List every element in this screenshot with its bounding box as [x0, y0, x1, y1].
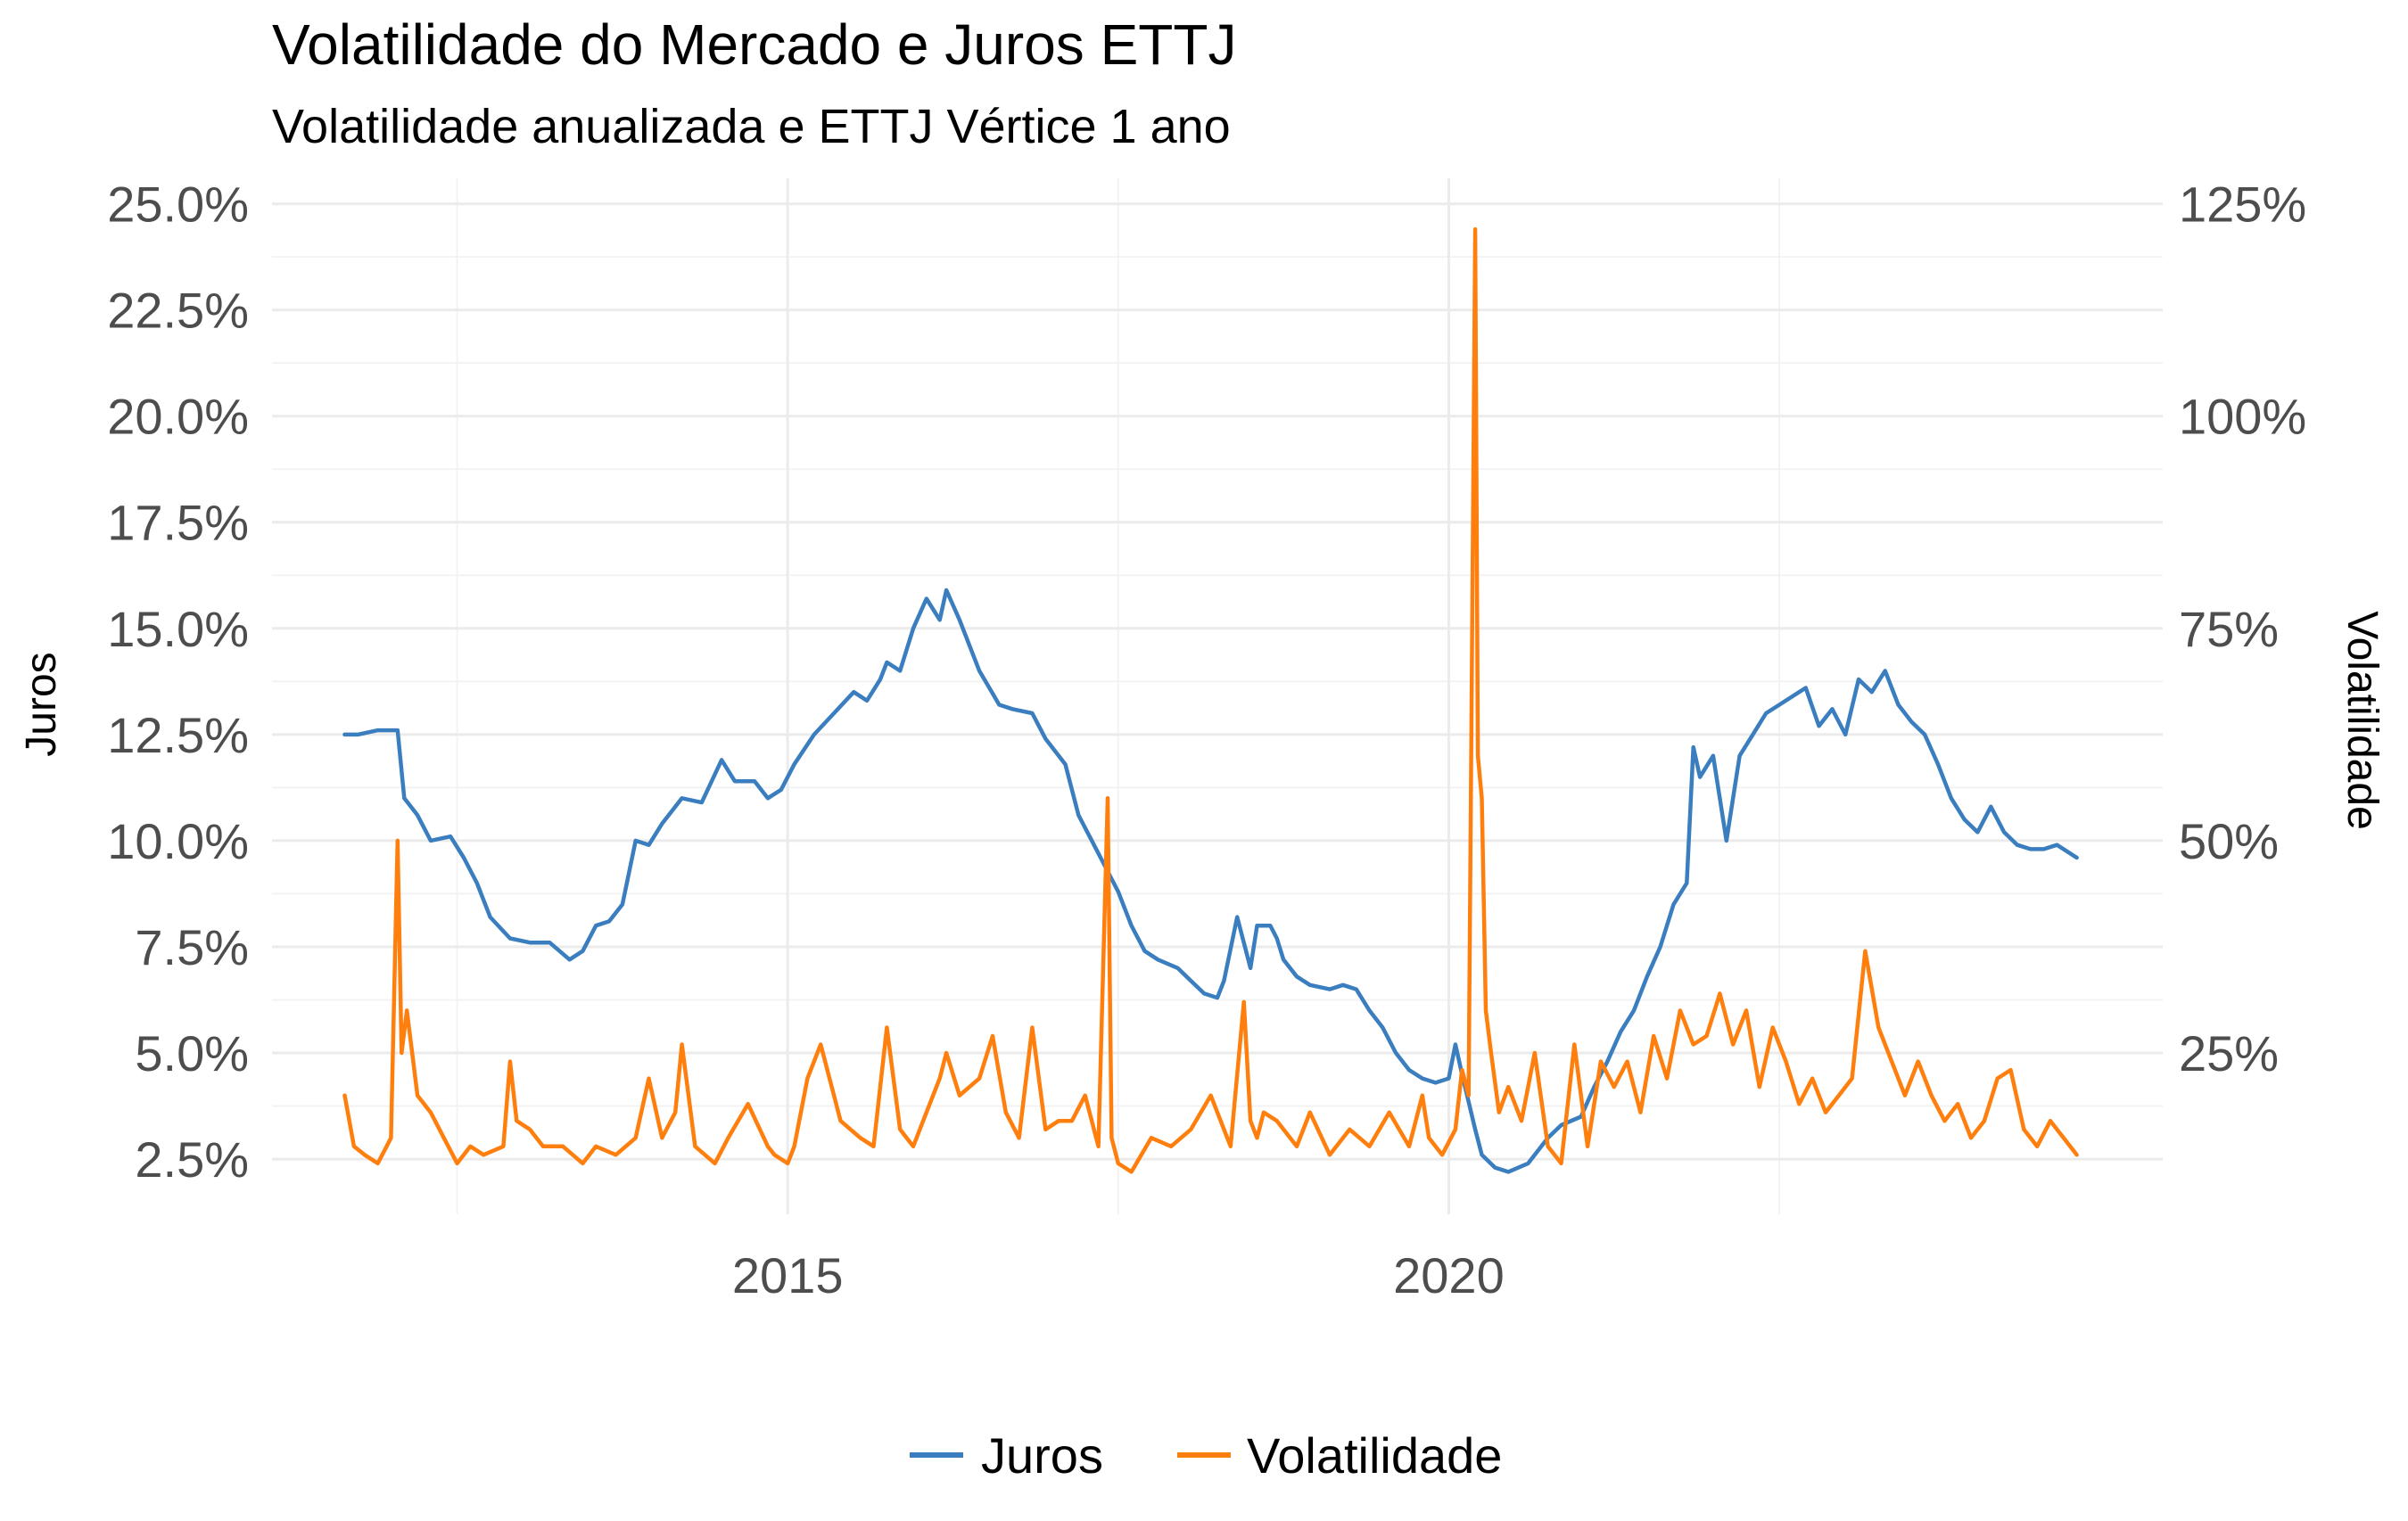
series-lines	[342, 226, 2079, 1174]
x-tick-label: 2015	[732, 1247, 844, 1303]
y-axis-label-right: Volatilidade	[2338, 611, 2386, 830]
y-tick-label-left: 22.5%	[107, 283, 249, 339]
y-tick-label-left: 10.0%	[107, 813, 249, 869]
chart-subtitle: Volatilidade anualizada e ETTJ Vértice 1…	[272, 100, 1231, 153]
y-tick-label-left: 15.0%	[107, 601, 249, 657]
series-line-volatilidade	[342, 226, 2079, 1174]
legend-label-juros: Juros	[981, 1427, 1103, 1484]
y-tick-label-left: 17.5%	[107, 495, 249, 551]
legend: Juros Volatilidade	[910, 1427, 1502, 1484]
y-tick-label-left: 2.5%	[135, 1131, 249, 1188]
y-tick-label-left: 25.0%	[107, 177, 249, 233]
y-tick-label-right: 75%	[2179, 601, 2279, 657]
x-tick-label: 2020	[1393, 1247, 1505, 1303]
y-tick-label-left: 7.5%	[135, 919, 249, 975]
y-tick-label-right: 50%	[2179, 813, 2279, 869]
series-line-juros	[342, 588, 2079, 1174]
legend-label-volatilidade: Volatilidade	[1247, 1427, 1502, 1484]
y-tick-label-right: 25%	[2179, 1025, 2279, 1081]
y-tick-label-right: 125%	[2179, 177, 2306, 233]
y-tick-label-right: 100%	[2179, 389, 2306, 445]
axis-ticks: 2.5% 5.0% 7.5% 10.0% 12.5% 15.0% 17.5% 20.0% 22.…	[107, 177, 2306, 1303]
y-tick-label-left: 5.0%	[135, 1025, 249, 1081]
y-axis-label-left: Juros	[18, 652, 65, 756]
y-tick-label-left: 12.5%	[107, 707, 249, 763]
grid-lines	[272, 178, 2163, 1214]
y-tick-label-left: 20.0%	[107, 389, 249, 445]
chart-title: Volatilidade do Mercado e Juros ETTJ	[272, 12, 1236, 77]
